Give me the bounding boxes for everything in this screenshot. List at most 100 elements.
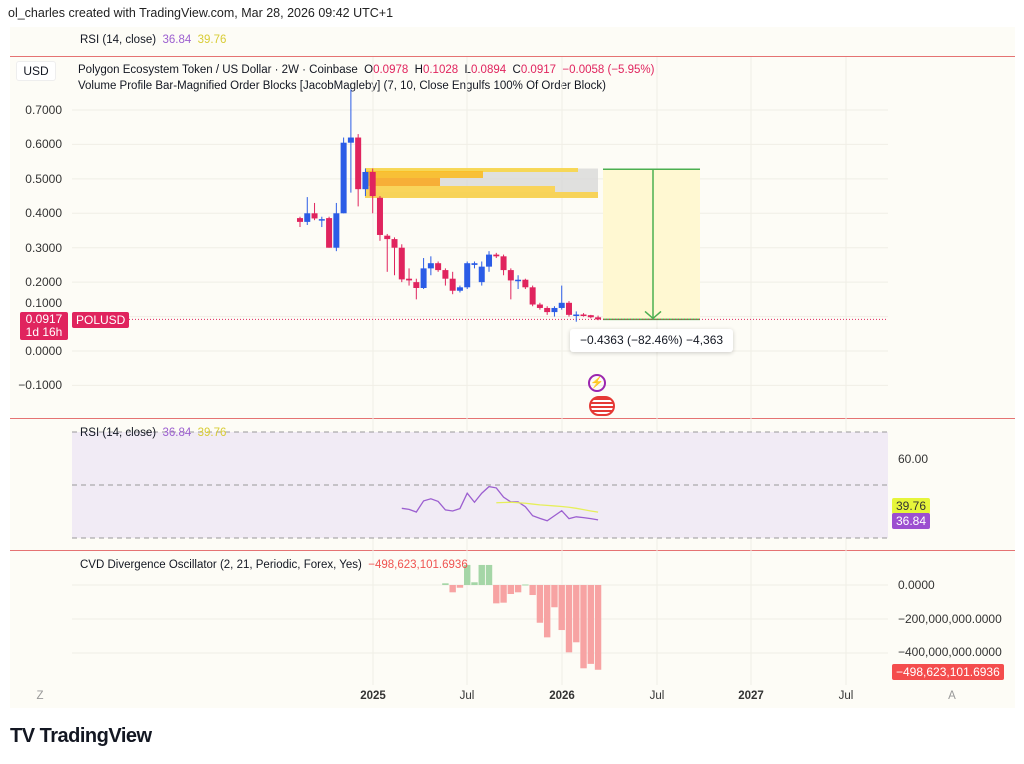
candle-body	[565, 302, 572, 315]
lightning-event-icon[interactable]: ⚡	[588, 374, 606, 392]
cvd-bar	[507, 585, 515, 595]
open-label: O	[364, 64, 374, 76]
top-rsi-legend[interactable]: RSI (14, close) 36.84 39.76	[80, 34, 226, 46]
price-tick: 0.7000	[25, 102, 62, 117]
cvd-bar	[594, 585, 602, 670]
cvd-bar	[449, 585, 456, 593]
x-tick: Jul	[459, 690, 475, 702]
tradingview-logo[interactable]: TV TradingView	[10, 725, 152, 748]
candle-body	[486, 254, 493, 267]
candle-body	[420, 268, 427, 288]
price-tick: 0.4000	[25, 206, 62, 221]
candle-body	[551, 307, 558, 313]
rsi-legend-value: 36.84	[162, 34, 192, 46]
symbol-title: Polygon Ecosystem Token / US Dollar · 2W…	[78, 64, 358, 76]
candle-body	[355, 137, 362, 190]
cvd-bar	[493, 585, 500, 604]
volume-profile-bar	[365, 171, 483, 178]
x-tick: 2025	[360, 690, 386, 702]
last-price-badge: 0.0917 1d 16h	[20, 312, 68, 340]
rsi-pane-value: 36.84	[162, 427, 192, 439]
cvd-bar	[442, 583, 449, 585]
cvd-pane-title: CVD Divergence Oscillator (2, 21, Period…	[80, 559, 362, 571]
candle-body	[384, 235, 391, 240]
ticker-badge: POLUSD	[72, 312, 130, 328]
currency-button[interactable]: USD	[16, 61, 56, 81]
rsi-badge: 36.84	[892, 513, 931, 529]
candle-body	[427, 263, 434, 269]
pane-separator[interactable]	[10, 56, 1015, 57]
candle-body	[398, 247, 405, 280]
candle-body	[595, 317, 602, 320]
volume-profile-bar	[365, 178, 440, 186]
rsi-ma-line	[496, 501, 599, 513]
cvd-bar	[464, 564, 471, 585]
cvd-bar	[573, 585, 580, 643]
candle-body	[297, 218, 303, 222]
cvd-value: −498,623,101.6936	[368, 559, 468, 571]
us-flag-economic-event-icon[interactable]	[589, 396, 615, 416]
symbol-legend[interactable]: Polygon Ecosystem Token / US Dollar · 2W…	[78, 64, 655, 76]
candle-body	[304, 213, 311, 222]
cvd-bar	[565, 585, 573, 653]
candle-body	[471, 263, 478, 265]
cvd-pane-legend[interactable]: CVD Divergence Oscillator (2, 21, Period…	[80, 559, 468, 571]
candle-body	[478, 266, 485, 283]
rsi-pane-ma-value: 39.76	[197, 427, 227, 439]
pane-separator[interactable]	[10, 550, 1015, 551]
candle-body	[391, 239, 398, 248]
cvd-bar	[587, 585, 594, 664]
cvd-tick: −200,000,000.0000	[898, 612, 1002, 626]
candle-body	[515, 279, 522, 282]
cvd-tick: −400,000,000.0000	[898, 645, 1002, 659]
indicator-legend[interactable]: Volume Profile Bar-Magnified Order Block…	[78, 80, 606, 92]
measure-arrowhead	[644, 310, 662, 320]
rsi-legend-name: RSI (14, close)	[80, 34, 157, 46]
candle-body	[464, 263, 471, 288]
cvd-bar	[500, 585, 507, 603]
auto-scale-button[interactable]: A	[948, 690, 956, 702]
candle-body	[449, 278, 456, 291]
measure-zone	[603, 169, 700, 320]
volume-profile-bar	[365, 192, 598, 198]
candle-body	[369, 171, 376, 197]
chart-frame[interactable]	[10, 27, 1015, 708]
price-tick: −0.1000	[18, 378, 62, 393]
candle-body	[529, 287, 536, 305]
candle-body	[580, 314, 587, 317]
candle-body	[362, 171, 369, 190]
high-label: H	[414, 64, 423, 76]
rsi-line	[401, 485, 599, 522]
cvd-bar	[529, 585, 536, 596]
volume-profile-bar	[365, 168, 578, 172]
change-value: −0.0058 (−5.95%)	[562, 64, 655, 76]
cvd-bar	[580, 585, 587, 669]
cvd-bar	[485, 564, 493, 585]
candle-body	[326, 218, 333, 248]
price-tick: 0.0000	[25, 344, 62, 358]
candle-body	[573, 314, 580, 317]
rsi-tick: 60.00	[898, 452, 929, 466]
rsi-pane-legend[interactable]: RSI (14, close) 36.84 39.76	[80, 427, 226, 439]
cvd-bar	[478, 564, 485, 585]
rsi-ma-legend-value: 39.76	[197, 34, 227, 46]
x-tick: Jul	[838, 690, 854, 702]
rsi-pane-title: RSI (14, close)	[80, 427, 157, 439]
volume-profile-bar	[365, 186, 555, 192]
candle-body	[493, 254, 500, 257]
cvd-bar	[558, 585, 565, 631]
last-price: 0.0917	[25, 312, 63, 326]
cvd-bar	[543, 585, 551, 638]
candle-body	[522, 279, 529, 288]
low-label: L	[464, 64, 471, 76]
candle-body	[347, 137, 354, 143]
candle-body	[500, 256, 507, 271]
chart-credit: ol_charles created with TradingView.com,…	[8, 6, 394, 20]
pane-separator[interactable]	[10, 418, 1015, 419]
cvd-value-badge: −498,623,101.6936	[892, 664, 1004, 680]
price-tick: 0.2000	[25, 275, 62, 290]
candle-body	[456, 287, 463, 291]
candle-body	[558, 302, 565, 308]
zoom-button[interactable]: Z	[36, 690, 44, 702]
